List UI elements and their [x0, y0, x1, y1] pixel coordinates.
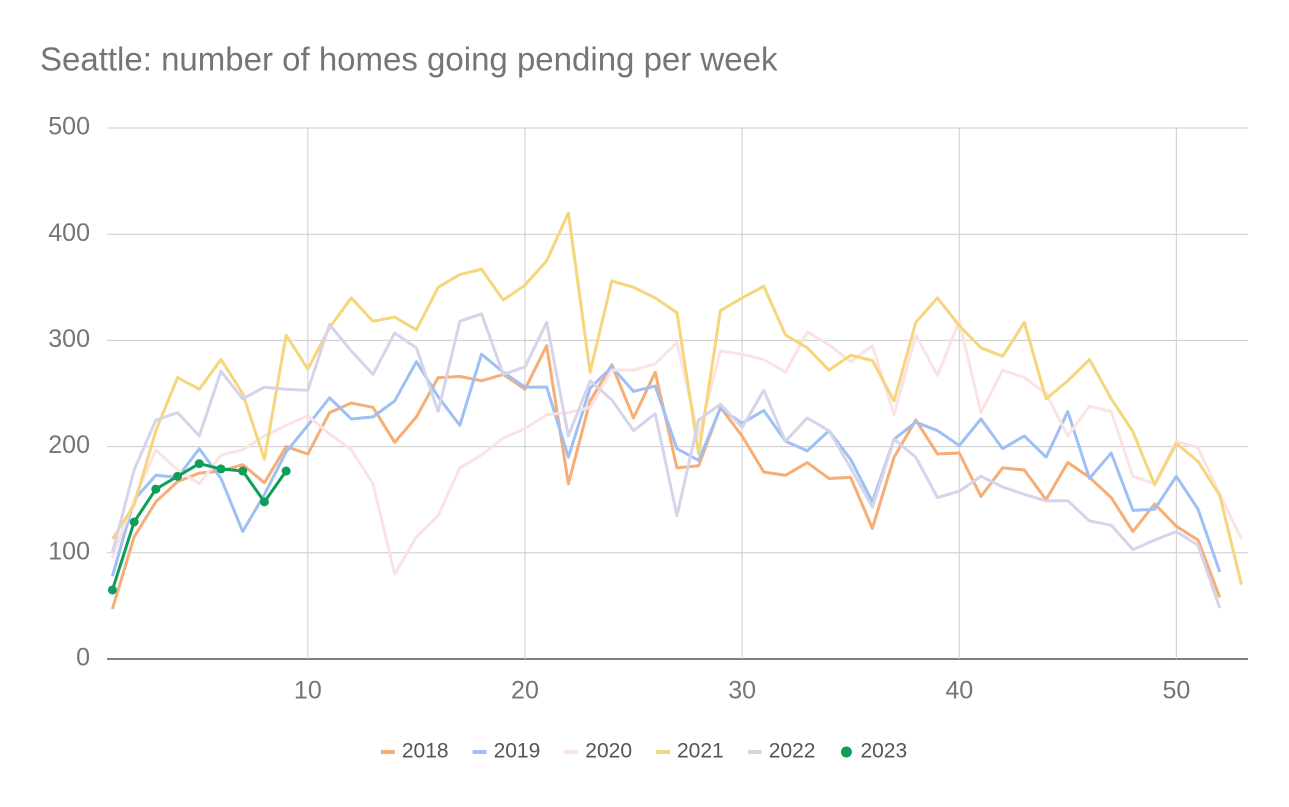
- legend-label: 2020: [585, 740, 632, 763]
- x-tick-label: 30: [728, 677, 756, 705]
- data-point: [194, 459, 204, 469]
- legend-label: 2022: [769, 740, 816, 763]
- legend-label: 2021: [677, 740, 724, 763]
- data-point: [259, 497, 269, 507]
- x-tick-label: 20: [511, 677, 539, 705]
- chart-title: Seattle: number of homes going pending p…: [40, 41, 778, 78]
- series-line: [110, 312, 1222, 609]
- legend-label: 2023: [860, 740, 907, 763]
- series-line: [111, 211, 1243, 586]
- x-tick-label: 10: [294, 677, 322, 705]
- legend-label: 2019: [494, 740, 541, 763]
- legend: 2018 2019 2020 2021 2022 2023: [380, 740, 907, 763]
- x-tick-label: 50: [1162, 677, 1190, 705]
- data-point: [107, 585, 117, 595]
- data-point: [151, 484, 161, 494]
- data-point: [173, 471, 183, 481]
- x-tick-label: 40: [945, 677, 973, 705]
- legend-marker: [840, 746, 852, 758]
- series-line: [111, 319, 1243, 576]
- y-tick-label: 500: [48, 113, 90, 141]
- y-tick-label: 100: [48, 537, 90, 565]
- data-point: [129, 517, 139, 527]
- y-tick-label: 300: [48, 325, 90, 353]
- series-line: [110, 352, 1222, 577]
- y-tick-label: 0: [76, 644, 90, 672]
- y-tick-label: 200: [48, 431, 90, 459]
- y-tick-label: 400: [48, 219, 90, 247]
- data-point: [238, 466, 248, 476]
- data-point: [216, 464, 226, 474]
- legend-label: 2018: [402, 740, 449, 763]
- data-point: [281, 466, 291, 476]
